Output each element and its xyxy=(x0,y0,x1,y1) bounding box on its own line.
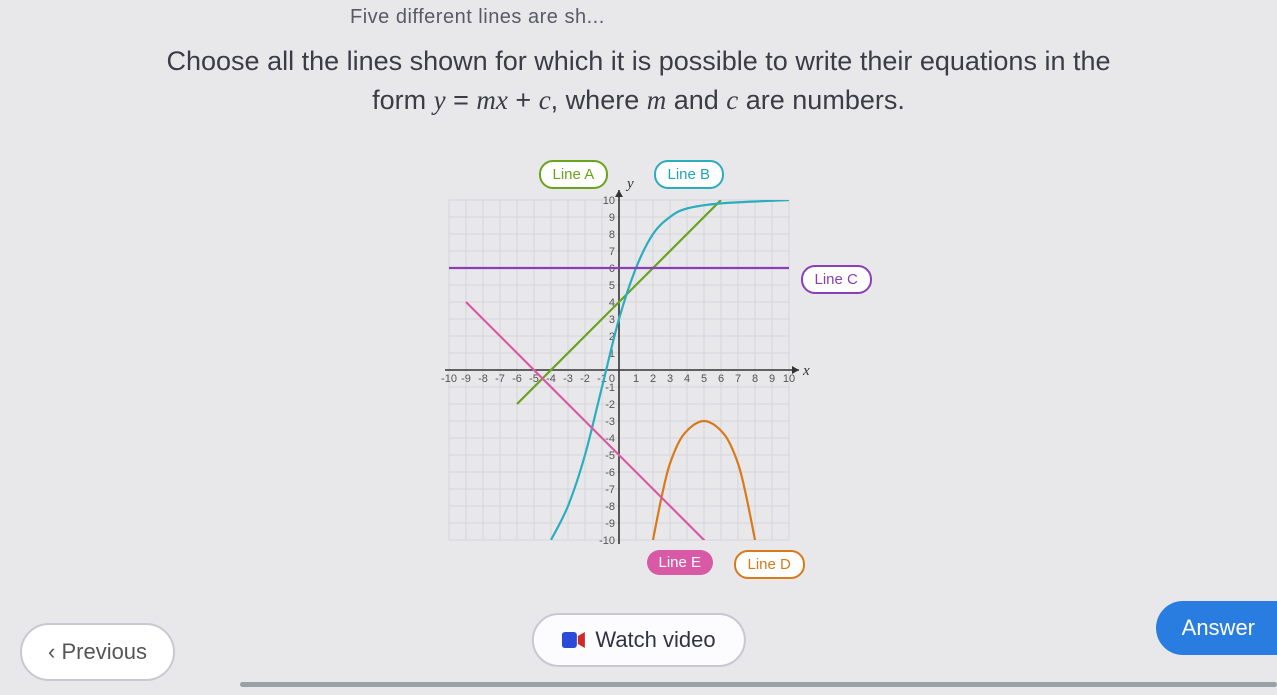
chart-svg: -10-9-8-7-6-5-4-3-2-112345678910-10-9-8-… xyxy=(409,160,869,580)
q-x: x xyxy=(496,85,508,115)
q-m: m xyxy=(476,85,496,115)
svg-text:-9: -9 xyxy=(605,518,615,530)
svg-text:-6: -6 xyxy=(605,467,615,479)
q-y: y xyxy=(434,85,446,115)
q-post: are numbers. xyxy=(738,85,905,115)
svg-text:8: 8 xyxy=(751,373,757,385)
svg-text:-2: -2 xyxy=(605,399,615,411)
svg-text:-9: -9 xyxy=(461,373,471,385)
previous-button[interactable]: ‹ Previous xyxy=(20,623,175,681)
q-form: form xyxy=(372,85,434,115)
svg-text:1: 1 xyxy=(632,373,638,385)
line-b-label[interactable]: Line B xyxy=(654,160,725,189)
svg-text:y: y xyxy=(625,176,634,192)
svg-text:0: 0 xyxy=(608,373,614,385)
svg-text:-5: -5 xyxy=(605,450,615,462)
answer-button[interactable]: Answer xyxy=(1156,601,1277,655)
bottom-bar: ‹ Previous Watch video Answer xyxy=(0,605,1277,695)
watch-label: Watch video xyxy=(595,627,715,653)
svg-text:8: 8 xyxy=(608,229,614,241)
svg-text:10: 10 xyxy=(782,373,794,385)
svg-text:5: 5 xyxy=(700,373,706,385)
line-c-label[interactable]: Line C xyxy=(801,265,872,294)
svg-text:-7: -7 xyxy=(495,373,505,385)
svg-text:-10: -10 xyxy=(441,373,457,385)
svg-text:7: 7 xyxy=(608,246,614,258)
previous-label: Previous xyxy=(61,639,147,664)
svg-text:-8: -8 xyxy=(605,501,615,513)
svg-text:2: 2 xyxy=(649,373,655,385)
svg-text:3: 3 xyxy=(666,373,672,385)
svg-text:-8: -8 xyxy=(478,373,488,385)
header-fragment: Five different lines are sh... xyxy=(350,6,605,29)
line-e-label[interactable]: Line E xyxy=(647,550,714,575)
chevron-left-icon: ‹ xyxy=(48,639,61,664)
svg-text:-3: -3 xyxy=(605,416,615,428)
q-and: and xyxy=(666,85,726,115)
q-c2: c xyxy=(726,85,738,115)
bottom-divider xyxy=(240,682,1277,687)
svg-text:-3: -3 xyxy=(563,373,573,385)
svg-text:-7: -7 xyxy=(605,484,615,496)
svg-text:9: 9 xyxy=(768,373,774,385)
chart: -10-9-8-7-6-5-4-3-2-112345678910-10-9-8-… xyxy=(409,160,869,580)
q-plus: + xyxy=(508,85,539,115)
svg-text:5: 5 xyxy=(608,280,614,292)
svg-text:9: 9 xyxy=(608,212,614,224)
svg-text:10: 10 xyxy=(602,195,614,207)
svg-text:x: x xyxy=(802,363,810,379)
video-camera-icon xyxy=(561,631,585,649)
question-text: Choose all the lines shown for which it … xyxy=(10,42,1267,120)
question-line1: Choose all the lines shown for which it … xyxy=(167,46,1111,76)
watch-video-button[interactable]: Watch video xyxy=(531,613,745,667)
q-eq: = xyxy=(446,85,477,115)
svg-text:-2: -2 xyxy=(580,373,590,385)
q-mid: , where xyxy=(551,85,647,115)
svg-text:-6: -6 xyxy=(512,373,522,385)
svg-text:3: 3 xyxy=(608,314,614,326)
line-a-label[interactable]: Line A xyxy=(539,160,609,189)
svg-text:7: 7 xyxy=(734,373,740,385)
svg-text:-10: -10 xyxy=(599,535,615,547)
svg-text:4: 4 xyxy=(683,373,689,385)
q-c: c xyxy=(539,85,551,115)
line-d-label[interactable]: Line D xyxy=(734,550,805,579)
q-m2: m xyxy=(647,85,667,115)
svg-text:6: 6 xyxy=(717,373,723,385)
